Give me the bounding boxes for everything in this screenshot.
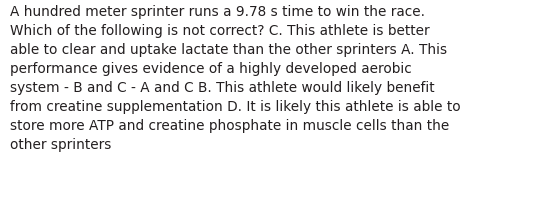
Text: A hundred meter sprinter runs a 9.78 s time to win the race.
Which of the follow: A hundred meter sprinter runs a 9.78 s t…: [10, 5, 461, 152]
